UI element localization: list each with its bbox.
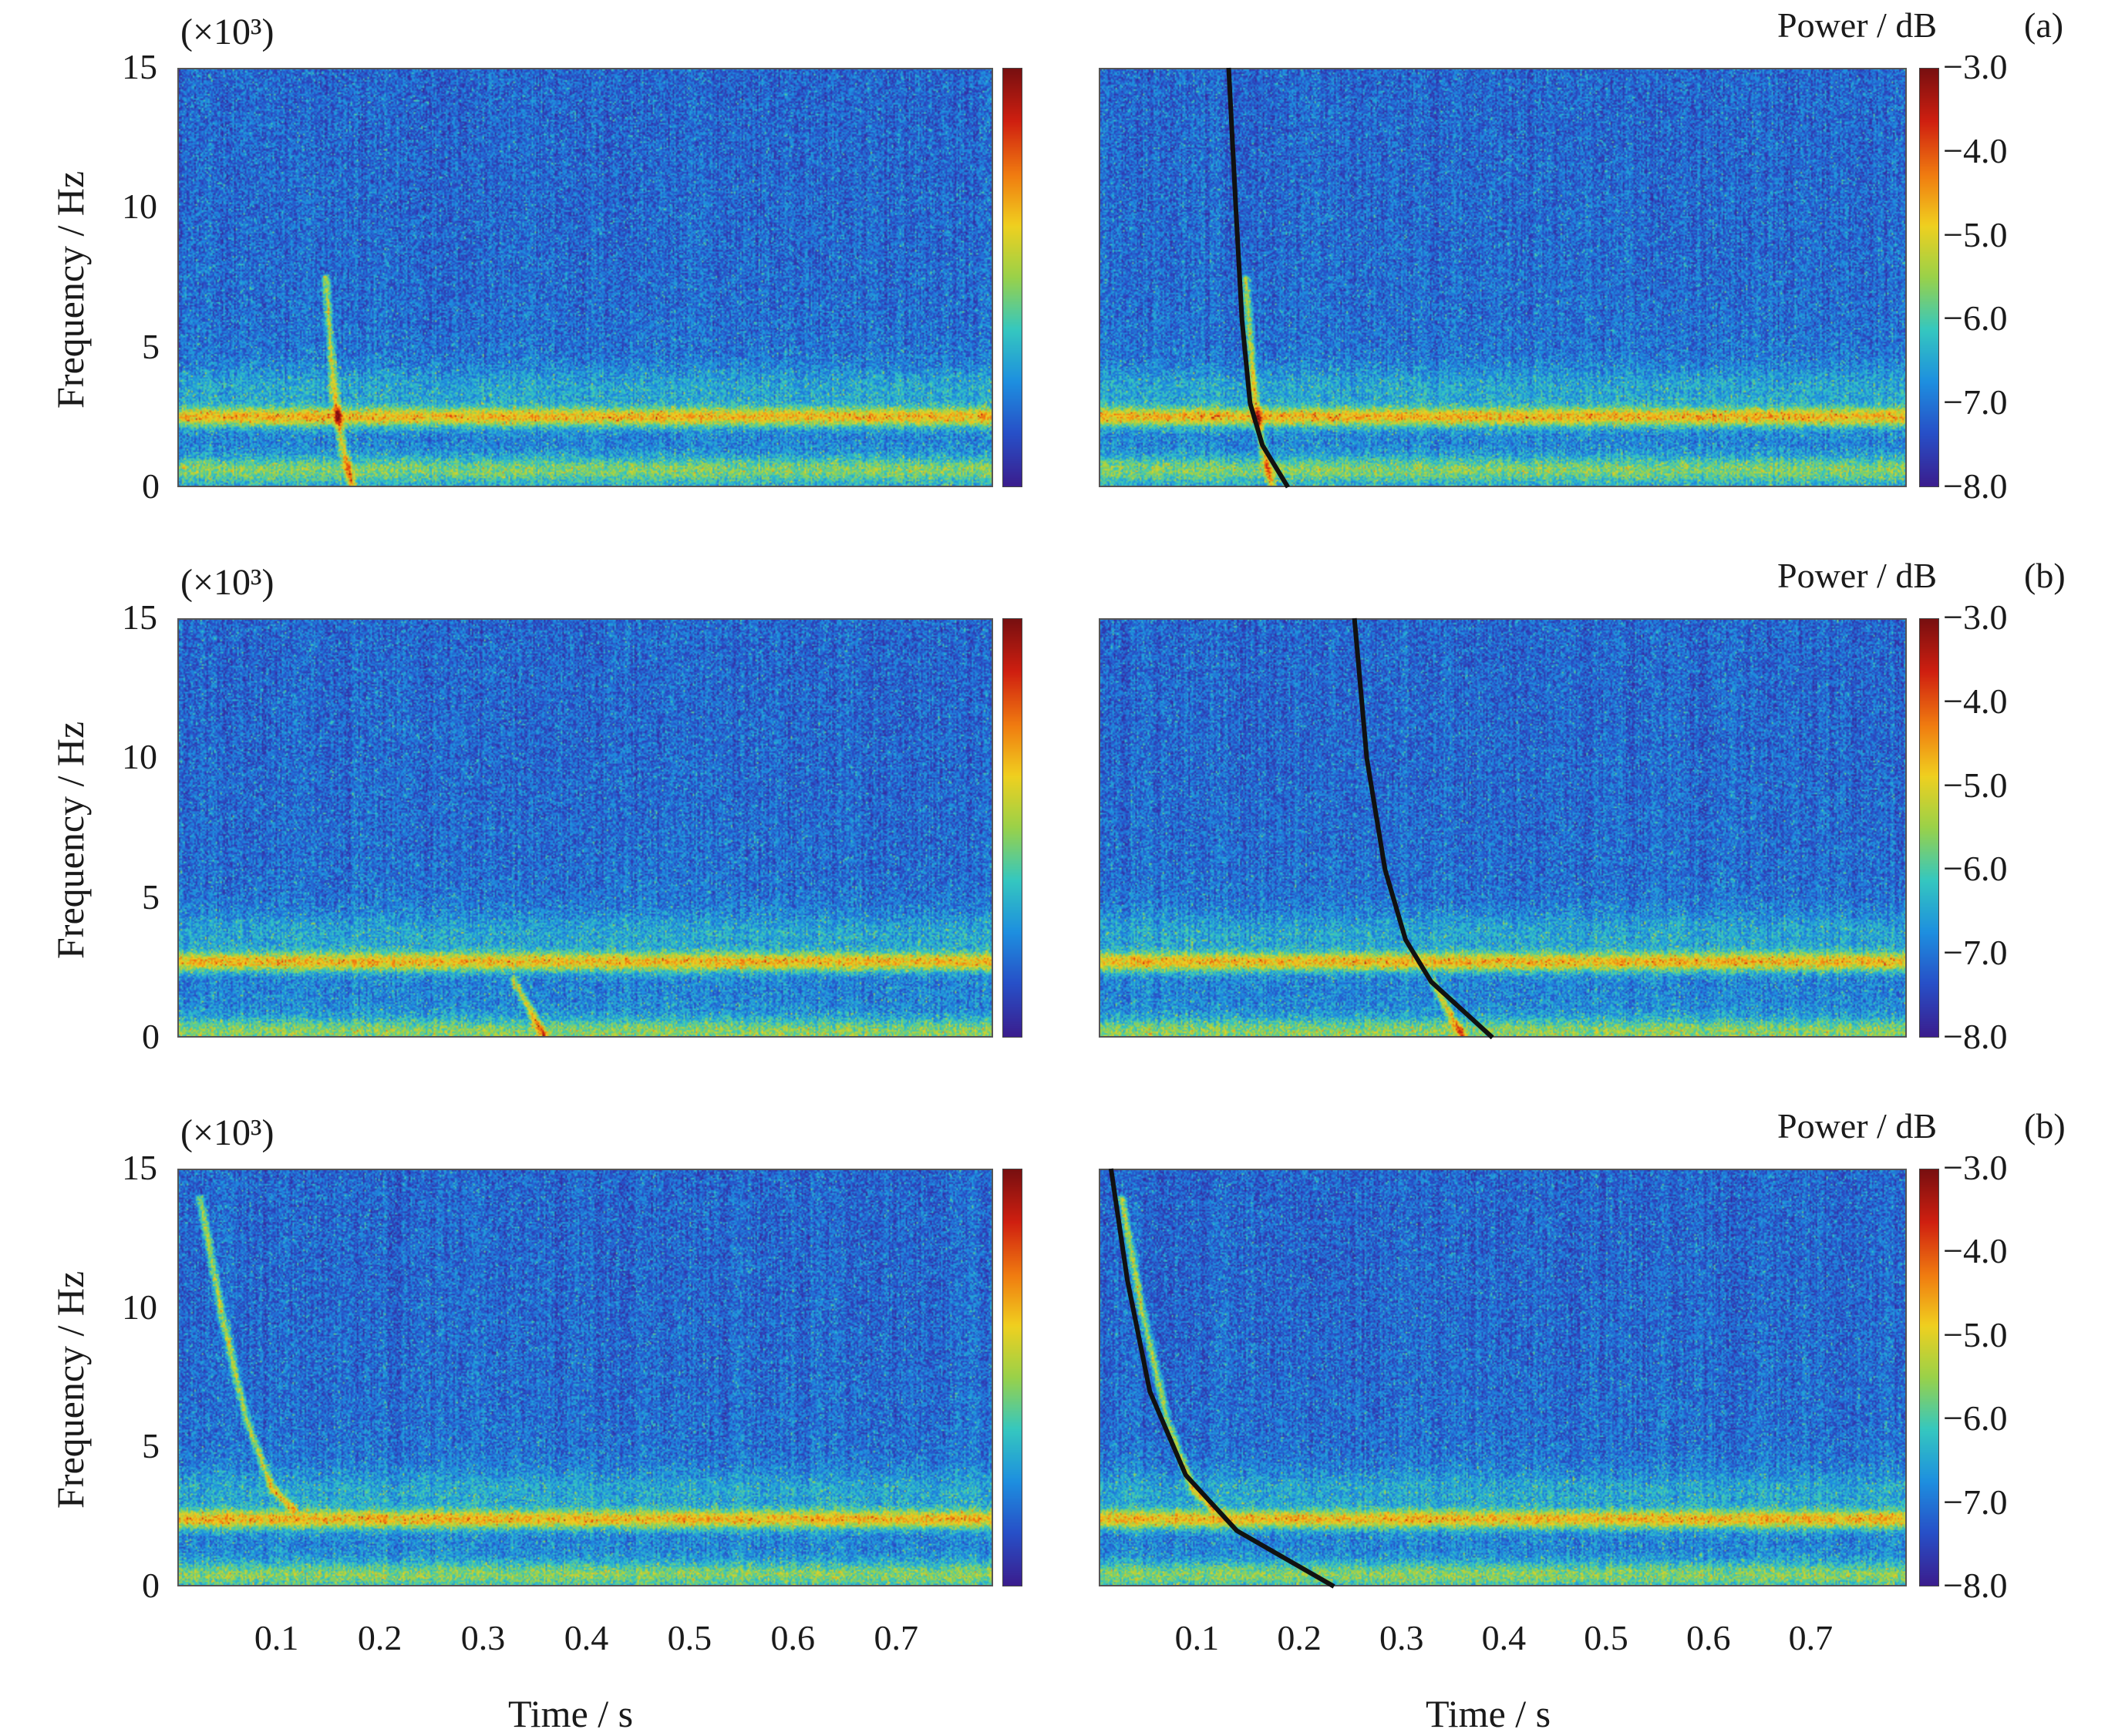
y-tick-label: 0 [142, 1017, 160, 1056]
colorbar-tick-label: −3.0 [1943, 47, 2008, 86]
y-tick-label: 10 [122, 737, 157, 777]
colorbar-title: Power / dB [1777, 5, 1937, 45]
colorbar-left-row-3 [1002, 1169, 1022, 1586]
colorbar-tick-label: −7.0 [1943, 1482, 2008, 1522]
colorbar-tick-label: −4.0 [1943, 1231, 2008, 1271]
spectrogram-right-row-2 [1099, 618, 1907, 1038]
x-tick-label: 0.3 [1379, 1618, 1424, 1657]
colorbar-tick-label: −4.0 [1943, 130, 2008, 170]
colorbar-right-row-2 [1919, 618, 1939, 1038]
y-tick-label: 5 [142, 876, 160, 917]
y-tick-label: 10 [122, 1287, 157, 1327]
y-axis-label: Frequency / Hz [49, 170, 92, 409]
x-tick-label: 0.4 [1481, 1618, 1527, 1657]
x-tick-label: 0.3 [460, 1618, 506, 1657]
colorbar-left-row-2 [1002, 618, 1022, 1038]
spectrogram-canvas-left-row-1 [179, 69, 992, 486]
colorbar-tick-label: −3.0 [1943, 597, 2008, 637]
colorbar-left-row-1 [1002, 68, 1022, 487]
y-tick-label: 5 [142, 1426, 160, 1466]
colorbar-tick-label: −5.0 [1943, 765, 2008, 805]
spectrogram-canvas-right-row-3 [1100, 1170, 1905, 1585]
colorbar-title: Power / dB [1777, 1106, 1937, 1146]
y-axis-label: Frequency / Hz [49, 721, 92, 959]
spectrogram-canvas-left-row-2 [179, 620, 992, 1036]
x-tick-label: 0.1 [1174, 1618, 1220, 1657]
colorbar-right-row-3 [1919, 1169, 1939, 1586]
spectrogram-right-row-1 [1099, 68, 1907, 487]
colorbar-tick-label: −8.0 [1943, 1017, 2008, 1056]
colorbar-tick-label: −7.0 [1943, 933, 2008, 973]
y-tick-label: 5 [142, 326, 160, 366]
y-tick-label: 0 [142, 466, 160, 506]
x-tick-label: 0.2 [357, 1618, 402, 1657]
x-axis-label-left: Time / s [508, 1692, 634, 1735]
x-tick-label: 0.7 [874, 1618, 918, 1657]
colorbar-tick-label: −3.0 [1943, 1148, 2008, 1187]
x-tick-label: 0.6 [1686, 1618, 1731, 1657]
spectrogram-left-row-3 [177, 1169, 993, 1586]
y-axis-multiplier: (×10³) [180, 562, 274, 603]
x-tick-label: 0.7 [1788, 1618, 1834, 1657]
x-tick-label: 0.5 [667, 1618, 712, 1657]
panel-tag: (b) [2024, 1106, 2066, 1146]
panel-tag: (b) [2024, 556, 2066, 595]
colorbar-tick-label: −4.0 [1943, 681, 2008, 721]
spectrogram-left-row-2 [177, 618, 993, 1038]
colorbar-tick-label: −5.0 [1943, 214, 2008, 254]
y-axis-multiplier: (×10³) [180, 1112, 274, 1153]
colorbar-title: Power / dB [1777, 556, 1937, 595]
colorbar-tick-label: −7.0 [1943, 382, 2008, 422]
spectrogram-right-row-3 [1099, 1169, 1907, 1586]
spectrogram-left-row-1 [177, 68, 993, 487]
y-axis-multiplier: (×10³) [180, 12, 274, 52]
x-tick-label: 0.4 [564, 1618, 609, 1657]
colorbar-tick-label: −5.0 [1943, 1314, 2008, 1354]
y-tick-label: 10 [122, 187, 157, 227]
colorbar-tick-label: −6.0 [1943, 849, 2008, 889]
y-tick-label: 15 [122, 1148, 157, 1187]
x-tick-label: 0.5 [1584, 1618, 1628, 1657]
y-axis-label: Frequency / Hz [49, 1270, 92, 1509]
panel-tag: (a) [2024, 5, 2064, 45]
spectrogram-canvas-right-row-2 [1100, 620, 1905, 1036]
x-tick-label: 0.1 [254, 1618, 299, 1657]
colorbar-tick-label: −6.0 [1943, 1398, 2008, 1438]
colorbar-tick-label: −8.0 [1943, 466, 2008, 506]
x-tick-label: 0.6 [770, 1618, 816, 1657]
spectrogram-canvas-left-row-3 [179, 1170, 992, 1585]
y-tick-label: 0 [142, 1566, 160, 1605]
y-tick-label: 15 [122, 47, 157, 86]
spectrogram-canvas-right-row-1 [1100, 69, 1905, 486]
x-axis-label-right: Time / s [1426, 1692, 1551, 1735]
x-tick-label: 0.2 [1277, 1618, 1322, 1657]
colorbar-tick-label: −8.0 [1943, 1566, 2008, 1605]
y-tick-label: 15 [122, 597, 157, 637]
colorbar-right-row-1 [1919, 68, 1939, 487]
colorbar-tick-label: −6.0 [1943, 298, 2008, 338]
